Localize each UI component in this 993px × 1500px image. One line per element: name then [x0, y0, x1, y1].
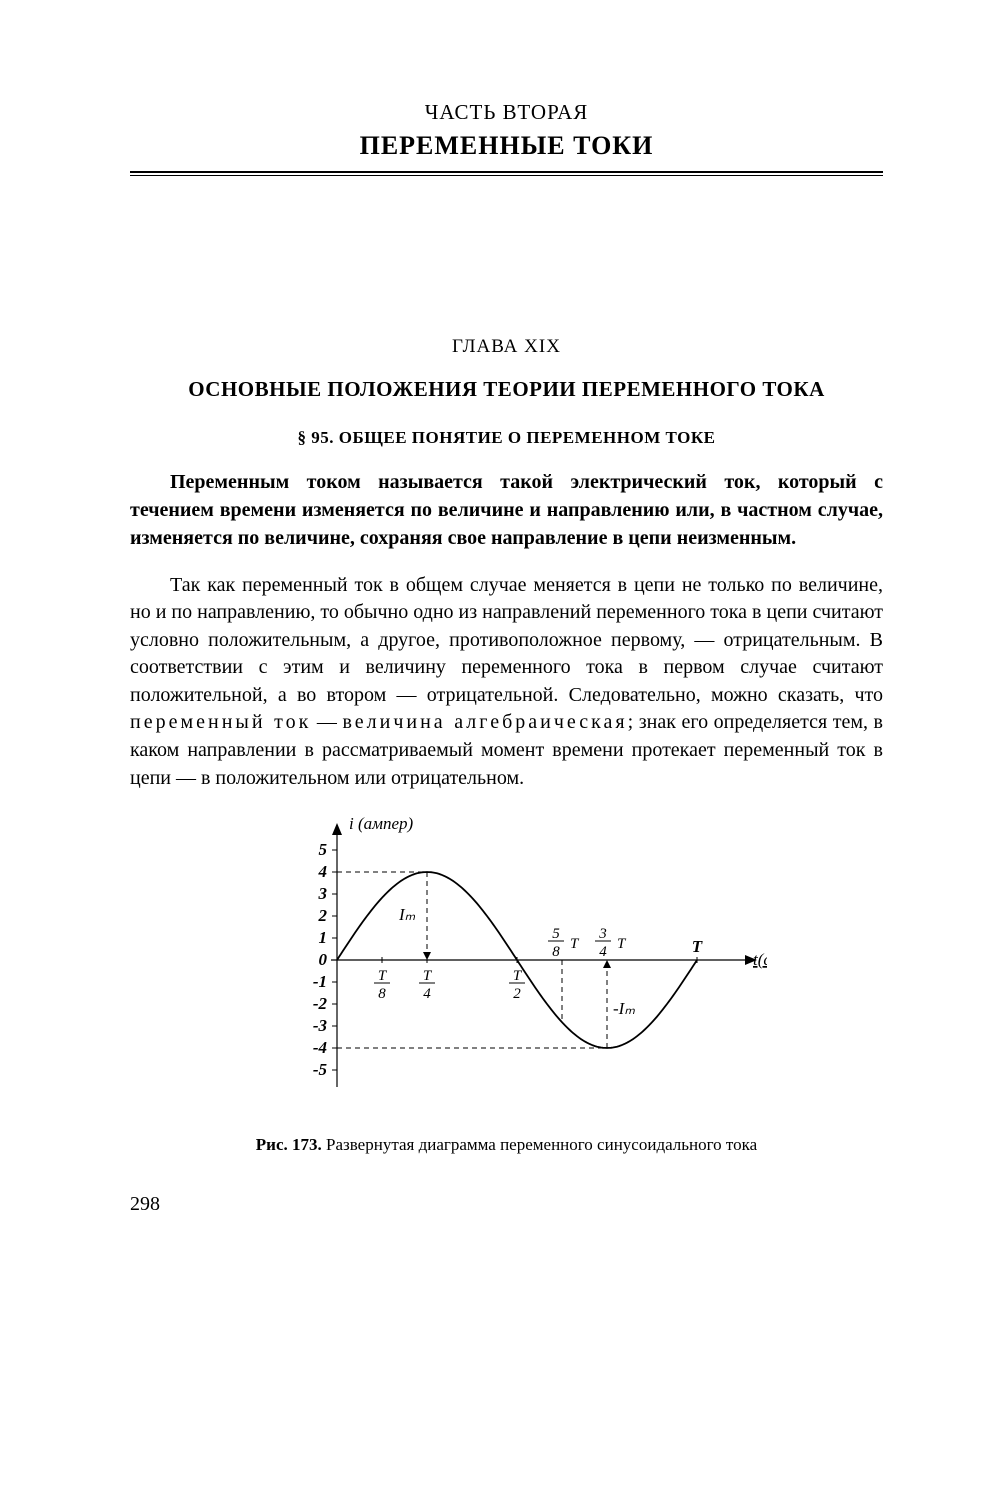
svg-text:2: 2 [513, 986, 521, 1002]
paragraph-definition: Переменным током называется такой электр… [130, 468, 883, 552]
caption-rest: Развернутая диаграмма переменного синусо… [322, 1135, 757, 1154]
svg-text:5: 5 [318, 840, 327, 859]
page: ЧАСТЬ ВТОРАЯ ПЕРЕМЕННЫЕ ТОКИ ГЛАВА XIX О… [0, 0, 993, 1276]
svg-text:T: T [377, 968, 387, 984]
svg-text:8: 8 [552, 944, 560, 960]
svg-text:T: T [691, 937, 702, 956]
sine-diagram: 543210-1-2-3-4-5i (ампер)t(сек.)Iₘ-IₘT8T… [247, 810, 767, 1120]
caption-bold: Рис. 173. [256, 1135, 322, 1154]
svg-text:T: T [512, 968, 522, 984]
figure-173: 543210-1-2-3-4-5i (ампер)t(сек.)Iₘ-IₘT8T… [130, 810, 883, 1157]
paragraph-explanation: Так как переменный ток в общем случае ме… [130, 572, 883, 793]
chapter-label: ГЛАВА XIX [130, 336, 883, 358]
svg-text:4: 4 [317, 862, 327, 881]
svg-text:-5: -5 [312, 1060, 327, 1079]
p2-b: — [311, 711, 342, 733]
double-rule [130, 171, 883, 176]
svg-text:-2: -2 [312, 994, 327, 1013]
svg-text:i (ампер): i (ампер) [349, 814, 414, 833]
svg-text:-3: -3 [312, 1016, 327, 1035]
part-label: ЧАСТЬ ВТОРАЯ [130, 100, 883, 125]
svg-text:0: 0 [318, 950, 327, 969]
section-title: § 95. ОБЩЕЕ ПОНЯТИЕ О ПЕРЕМЕННОМ ТОКЕ [130, 428, 883, 448]
svg-text:4: 4 [599, 944, 607, 960]
svg-text:T: T [617, 936, 627, 952]
svg-text:3: 3 [317, 884, 327, 903]
svg-text:5: 5 [552, 926, 560, 942]
figure-caption: Рис. 173. Развернутая диаграмма переменн… [130, 1133, 883, 1157]
p2-em2: ве­личина алгебраическая [342, 711, 627, 733]
svg-text:8: 8 [378, 986, 386, 1002]
svg-text:1: 1 [318, 928, 327, 947]
svg-text:4: 4 [423, 986, 431, 1002]
svg-text:T: T [422, 968, 432, 984]
svg-text:T: T [570, 936, 580, 952]
part-title: ПЕРЕМЕННЫЕ ТОКИ [130, 131, 883, 161]
p2-a: Так как переменный ток в общем случае ме… [130, 574, 883, 706]
page-number: 298 [130, 1193, 883, 1216]
chapter-title: ОСНОВНЫЕ ПОЛОЖЕНИЯ ТЕОРИИ ПЕРЕМЕННОГО ТО… [130, 374, 883, 406]
svg-text:-Iₘ: -Iₘ [613, 999, 635, 1018]
svg-text:-4: -4 [312, 1038, 326, 1057]
svg-text:t(сек.): t(сек.) [753, 950, 767, 969]
svg-text:2: 2 [317, 906, 327, 925]
p2-em1: переменный ток [130, 711, 311, 733]
svg-text:3: 3 [598, 926, 607, 942]
svg-text:Iₘ: Iₘ [398, 905, 416, 924]
svg-text:-1: -1 [312, 972, 326, 991]
